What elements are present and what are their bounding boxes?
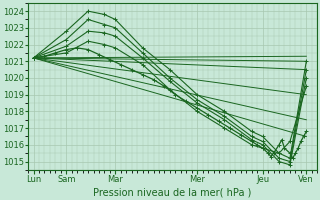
X-axis label: Pression niveau de la mer( hPa ): Pression niveau de la mer( hPa ) [93,187,252,197]
